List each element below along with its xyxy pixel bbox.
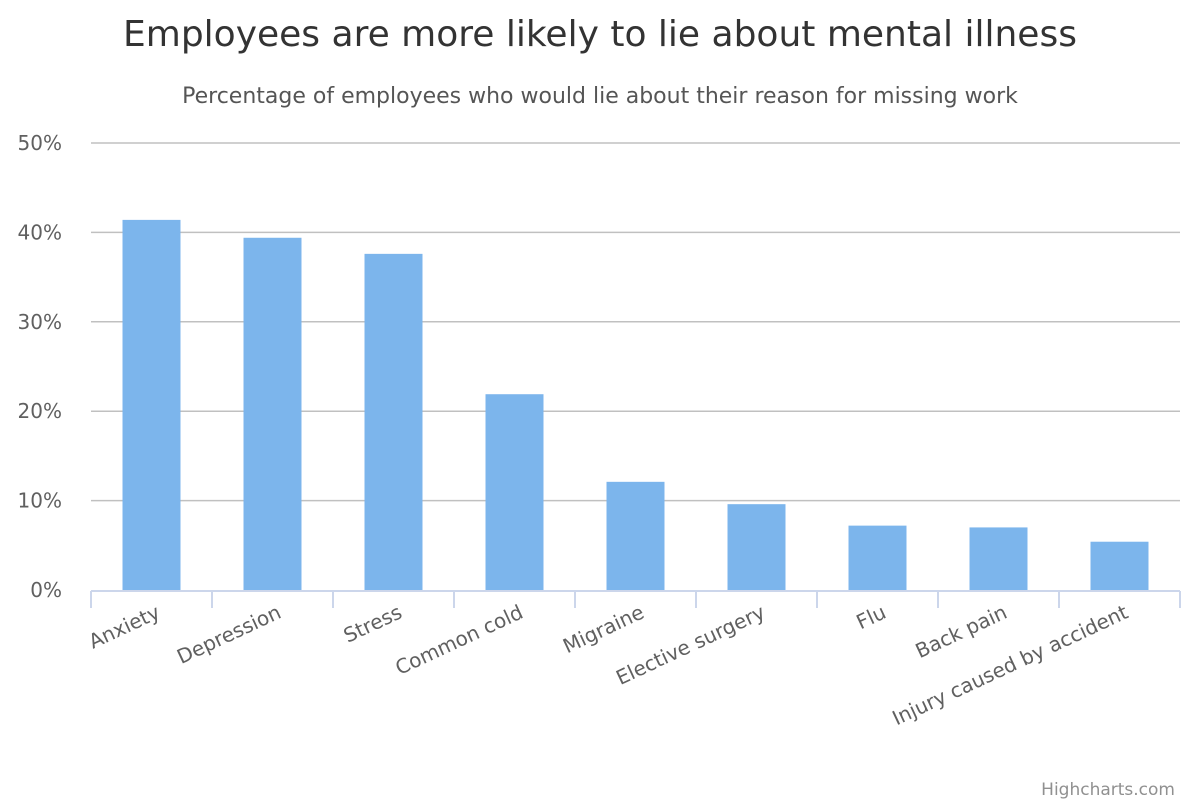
- credits-link[interactable]: Highcharts.com: [1041, 780, 1175, 800]
- bar-elective-surgery[interactable]: [727, 504, 786, 590]
- y-tick-label: 50%: [18, 131, 62, 155]
- x-tick-label: Migraine: [559, 600, 648, 658]
- x-tick-label: Depression: [173, 600, 284, 669]
- chart-title: Employees are more likely to lie about m…: [123, 14, 1077, 55]
- bar-common-cold[interactable]: [485, 394, 544, 590]
- x-axis: [90, 590, 1181, 608]
- x-tick-label: Stress: [340, 600, 406, 648]
- bar-injury-caused-by-accident[interactable]: [1090, 541, 1149, 590]
- y-tick-label: 20%: [18, 399, 62, 423]
- y-tick-label: 10%: [18, 489, 62, 513]
- bar-depression[interactable]: [243, 237, 302, 590]
- x-tick-label: Back pain: [912, 600, 1011, 663]
- bar-migraine[interactable]: [606, 481, 665, 590]
- y-axis-ticks: 0% 10% 20% 30% 40% 50%: [18, 131, 62, 602]
- x-tick-label: Anxiety: [85, 600, 164, 654]
- bar-anxiety[interactable]: [122, 219, 181, 590]
- x-tick-label: Injury caused by accident: [888, 600, 1131, 730]
- bar-stress[interactable]: [364, 253, 423, 590]
- bar-flu[interactable]: [848, 525, 907, 590]
- bars: [122, 219, 1149, 590]
- y-tick-label: 40%: [18, 220, 62, 244]
- y-tick-label: 30%: [18, 310, 62, 334]
- chart-subtitle: Percentage of employees who would lie ab…: [182, 84, 1018, 109]
- y-tick-label: 0%: [30, 578, 62, 602]
- x-tick-label: Common cold: [391, 600, 526, 680]
- x-tick-label: Flu: [853, 600, 890, 634]
- bar-back-pain[interactable]: [969, 527, 1028, 590]
